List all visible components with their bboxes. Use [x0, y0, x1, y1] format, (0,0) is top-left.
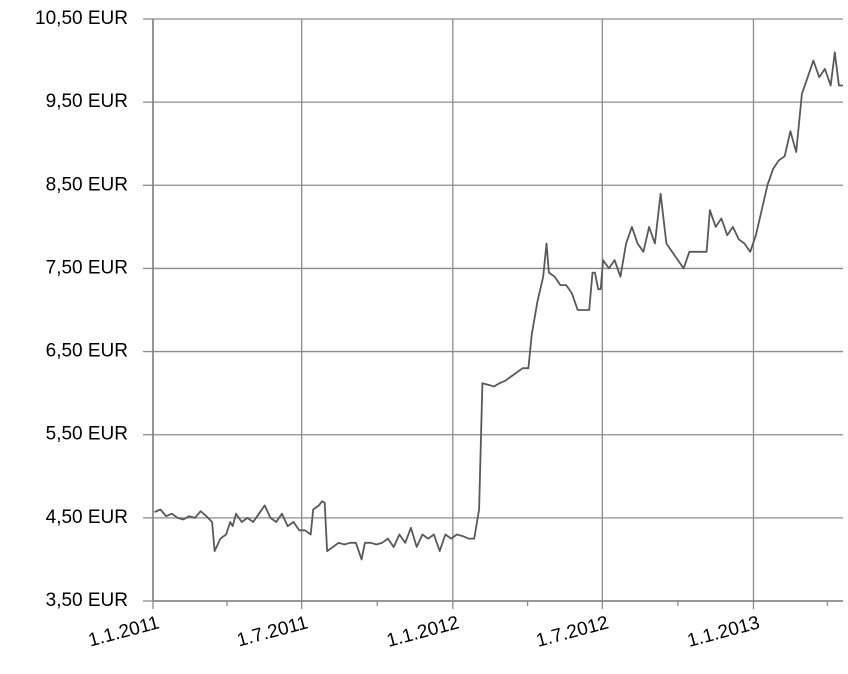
x-tick-label: 1.7.2012 — [534, 612, 611, 651]
y-tick-label: 7,50 EUR — [46, 257, 128, 278]
x-tick-label: 1.1.2013 — [685, 612, 762, 651]
y-tick-label: 3,50 EUR — [46, 590, 128, 611]
y-tick-label: 9,50 EUR — [46, 91, 128, 112]
y-tick-label: 8,50 EUR — [46, 174, 128, 195]
y-tick-label: 10,50 EUR — [35, 8, 128, 29]
x-tick-label: 1.7.2011 — [235, 612, 311, 651]
y-tick-label: 4,50 EUR — [46, 507, 128, 528]
x-tick-label: 1.1.2012 — [385, 612, 462, 651]
y-tick-label: 5,50 EUR — [46, 424, 128, 445]
price-line — [154, 51, 843, 561]
x-tick-label: 1.1.2011 — [86, 612, 162, 651]
y-tick-label: 6,50 EUR — [46, 341, 128, 362]
